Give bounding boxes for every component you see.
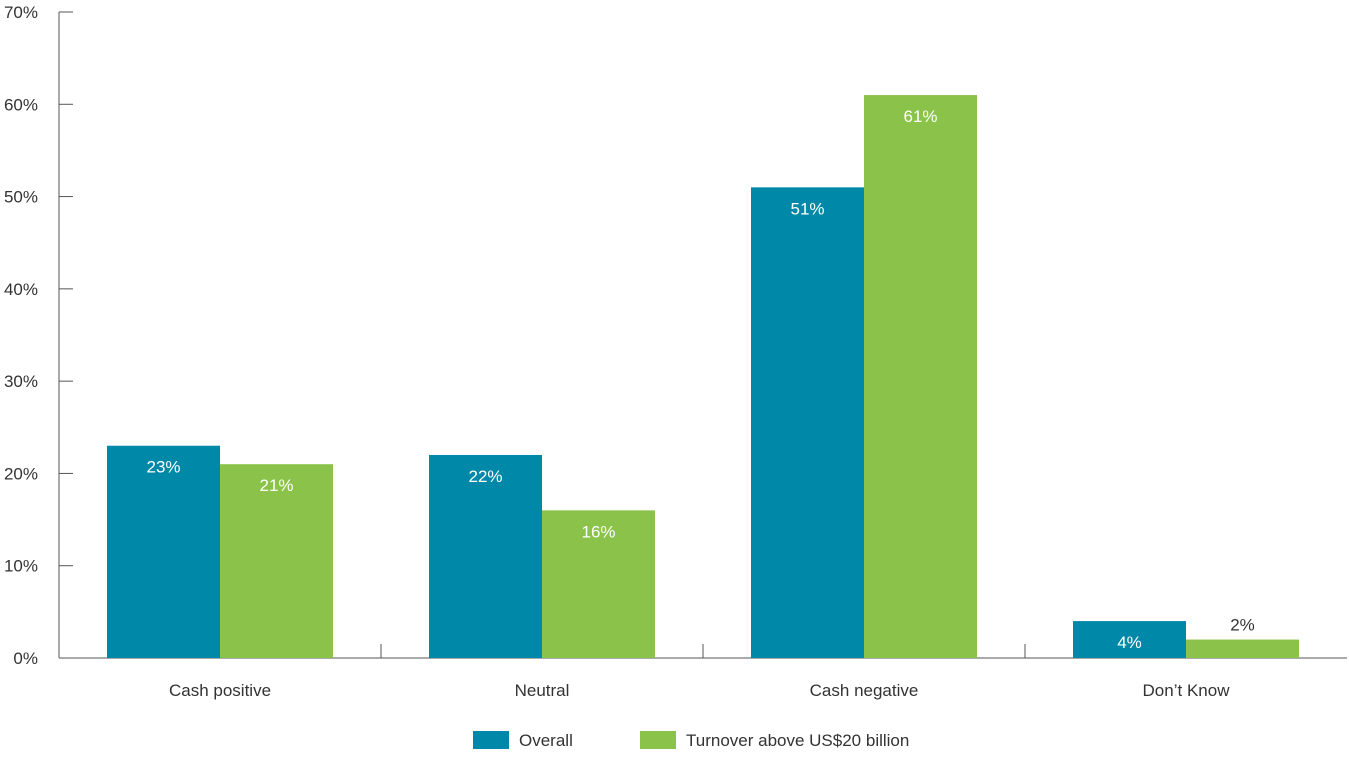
legend: Overall Turnover above US$20 billion [473,731,909,750]
bar [1073,621,1186,658]
x-category-label: Neutral [515,681,570,700]
y-tick-label: 40% [4,280,38,299]
legend-label: Overall [519,731,573,750]
y-tick-label: 10% [4,557,38,576]
x-category-label: Cash negative [810,681,919,700]
bar [864,95,977,659]
bar-value-label: 4% [1117,633,1142,652]
bar-value-label: 16% [581,522,615,541]
bar-value-label: 23% [146,458,180,477]
bar [751,187,864,659]
legend-label: Turnover above US$20 billion [686,731,909,750]
bar [1186,639,1299,658]
legend-swatch [473,731,509,749]
data-labels: 23% 21% 22% 16% 51% 61% 4% 2% [146,107,1254,652]
axes: 0% 10% 20% 30% 40% 50% 60% 70% Cash positive Neut… [4,3,1347,700]
x-category-label: Cash positive [169,681,271,700]
y-tick-label: 50% [4,188,38,207]
y-tick-label: 30% [4,372,38,391]
bar-value-label: 61% [903,107,937,126]
legend-swatch [640,731,676,749]
bar-value-label: 22% [468,467,502,486]
bar-value-label: 2% [1230,616,1255,635]
bar [220,464,333,658]
x-category-label: Don’t Know [1143,681,1231,700]
y-tick-label: 0% [13,649,38,668]
bars [107,95,1299,659]
bar [107,445,220,658]
bar [542,510,655,658]
y-tick-label: 20% [4,464,38,483]
bar [429,454,542,658]
bar-value-label: 21% [259,476,293,495]
y-tick-label: 70% [4,3,38,22]
y-tick-label: 60% [4,95,38,114]
bar-value-label: 51% [790,199,824,218]
